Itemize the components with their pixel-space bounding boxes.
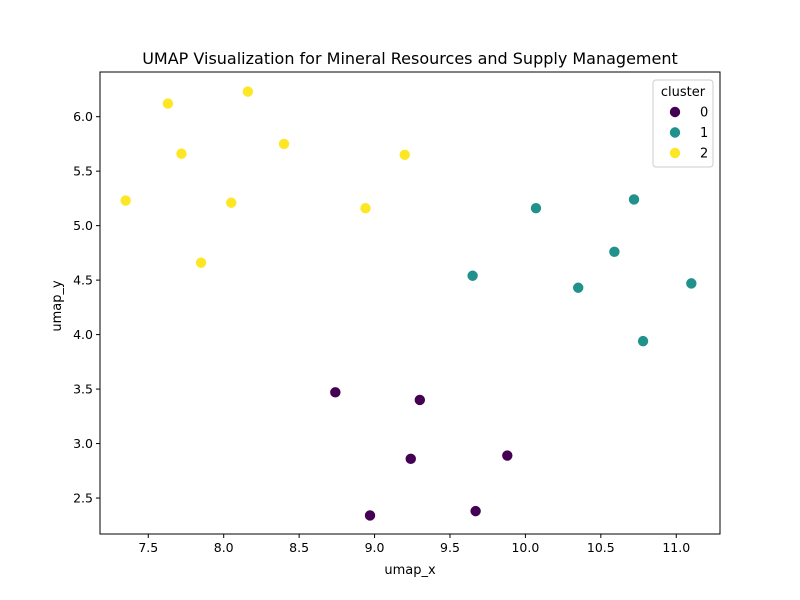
legend-label: 1 xyxy=(700,126,708,141)
y-tick-label: 4.5 xyxy=(73,273,93,288)
x-tick-label: 8.5 xyxy=(289,540,309,555)
cluster-1-point xyxy=(608,245,621,258)
y-tick-label: 3.0 xyxy=(73,436,93,451)
legend-marker xyxy=(669,106,682,119)
cluster-1-point xyxy=(628,193,641,206)
x-axis-label: umap_x xyxy=(384,563,436,578)
cluster-0-point xyxy=(469,505,482,518)
y-tick-label: 6.0 xyxy=(73,109,93,124)
cluster-1-point xyxy=(637,335,650,348)
cluster-2-point xyxy=(278,137,291,150)
x-tick-label: 10.0 xyxy=(511,540,539,555)
cluster-0-point xyxy=(329,386,342,399)
legend-box xyxy=(652,79,714,168)
cluster-2-point xyxy=(241,85,254,98)
cluster-2-point xyxy=(161,97,174,110)
chart-title: UMAP Visualization for Mineral Resources… xyxy=(142,49,678,68)
x-tick-label: 10.5 xyxy=(587,540,615,555)
cluster-1-point xyxy=(529,202,542,215)
cluster-0-point xyxy=(413,393,426,406)
legend-marker xyxy=(669,126,682,139)
axes-frame xyxy=(99,71,721,535)
legend-label: 2 xyxy=(700,147,708,162)
cluster-0-point xyxy=(364,509,377,522)
cluster-2-point xyxy=(398,148,411,161)
cluster-1-point xyxy=(466,269,479,282)
legend-label: 0 xyxy=(700,106,708,121)
y-tick-label: 4.0 xyxy=(73,327,93,342)
cluster-2-point xyxy=(195,256,208,269)
cluster-2-point xyxy=(119,194,132,207)
x-tick-label: 11.0 xyxy=(662,540,690,555)
y-tick-label: 5.0 xyxy=(73,218,93,233)
y-tick-label: 2.5 xyxy=(73,491,93,506)
legend-marker xyxy=(669,146,682,159)
plot-area: 7.5 8.0 8.5 9.0 9.5 10.0 10.5 11.0 2.5 3.0 3.5 4.0 4… xyxy=(73,71,721,555)
x-tick-label: 9.0 xyxy=(365,540,385,555)
legend: cluster 0 1 2 xyxy=(652,79,714,168)
x-tick-label: 9.5 xyxy=(440,540,460,555)
y-axis-label: umap_y xyxy=(50,280,65,332)
legend-title: cluster xyxy=(661,85,706,100)
x-tick-label: 7.5 xyxy=(138,540,158,555)
cluster-0-point xyxy=(501,449,514,462)
cluster-1-point xyxy=(685,277,698,290)
cluster-1-point xyxy=(572,281,585,294)
x-tick-label: 8.0 xyxy=(214,540,234,555)
y-tick-label: 3.5 xyxy=(73,382,93,397)
cluster-2-point xyxy=(225,196,238,209)
cluster-2-point xyxy=(359,202,372,215)
cluster-2-point xyxy=(175,147,188,160)
y-tick-label: 5.5 xyxy=(73,164,93,179)
cluster-0-point xyxy=(404,452,417,465)
